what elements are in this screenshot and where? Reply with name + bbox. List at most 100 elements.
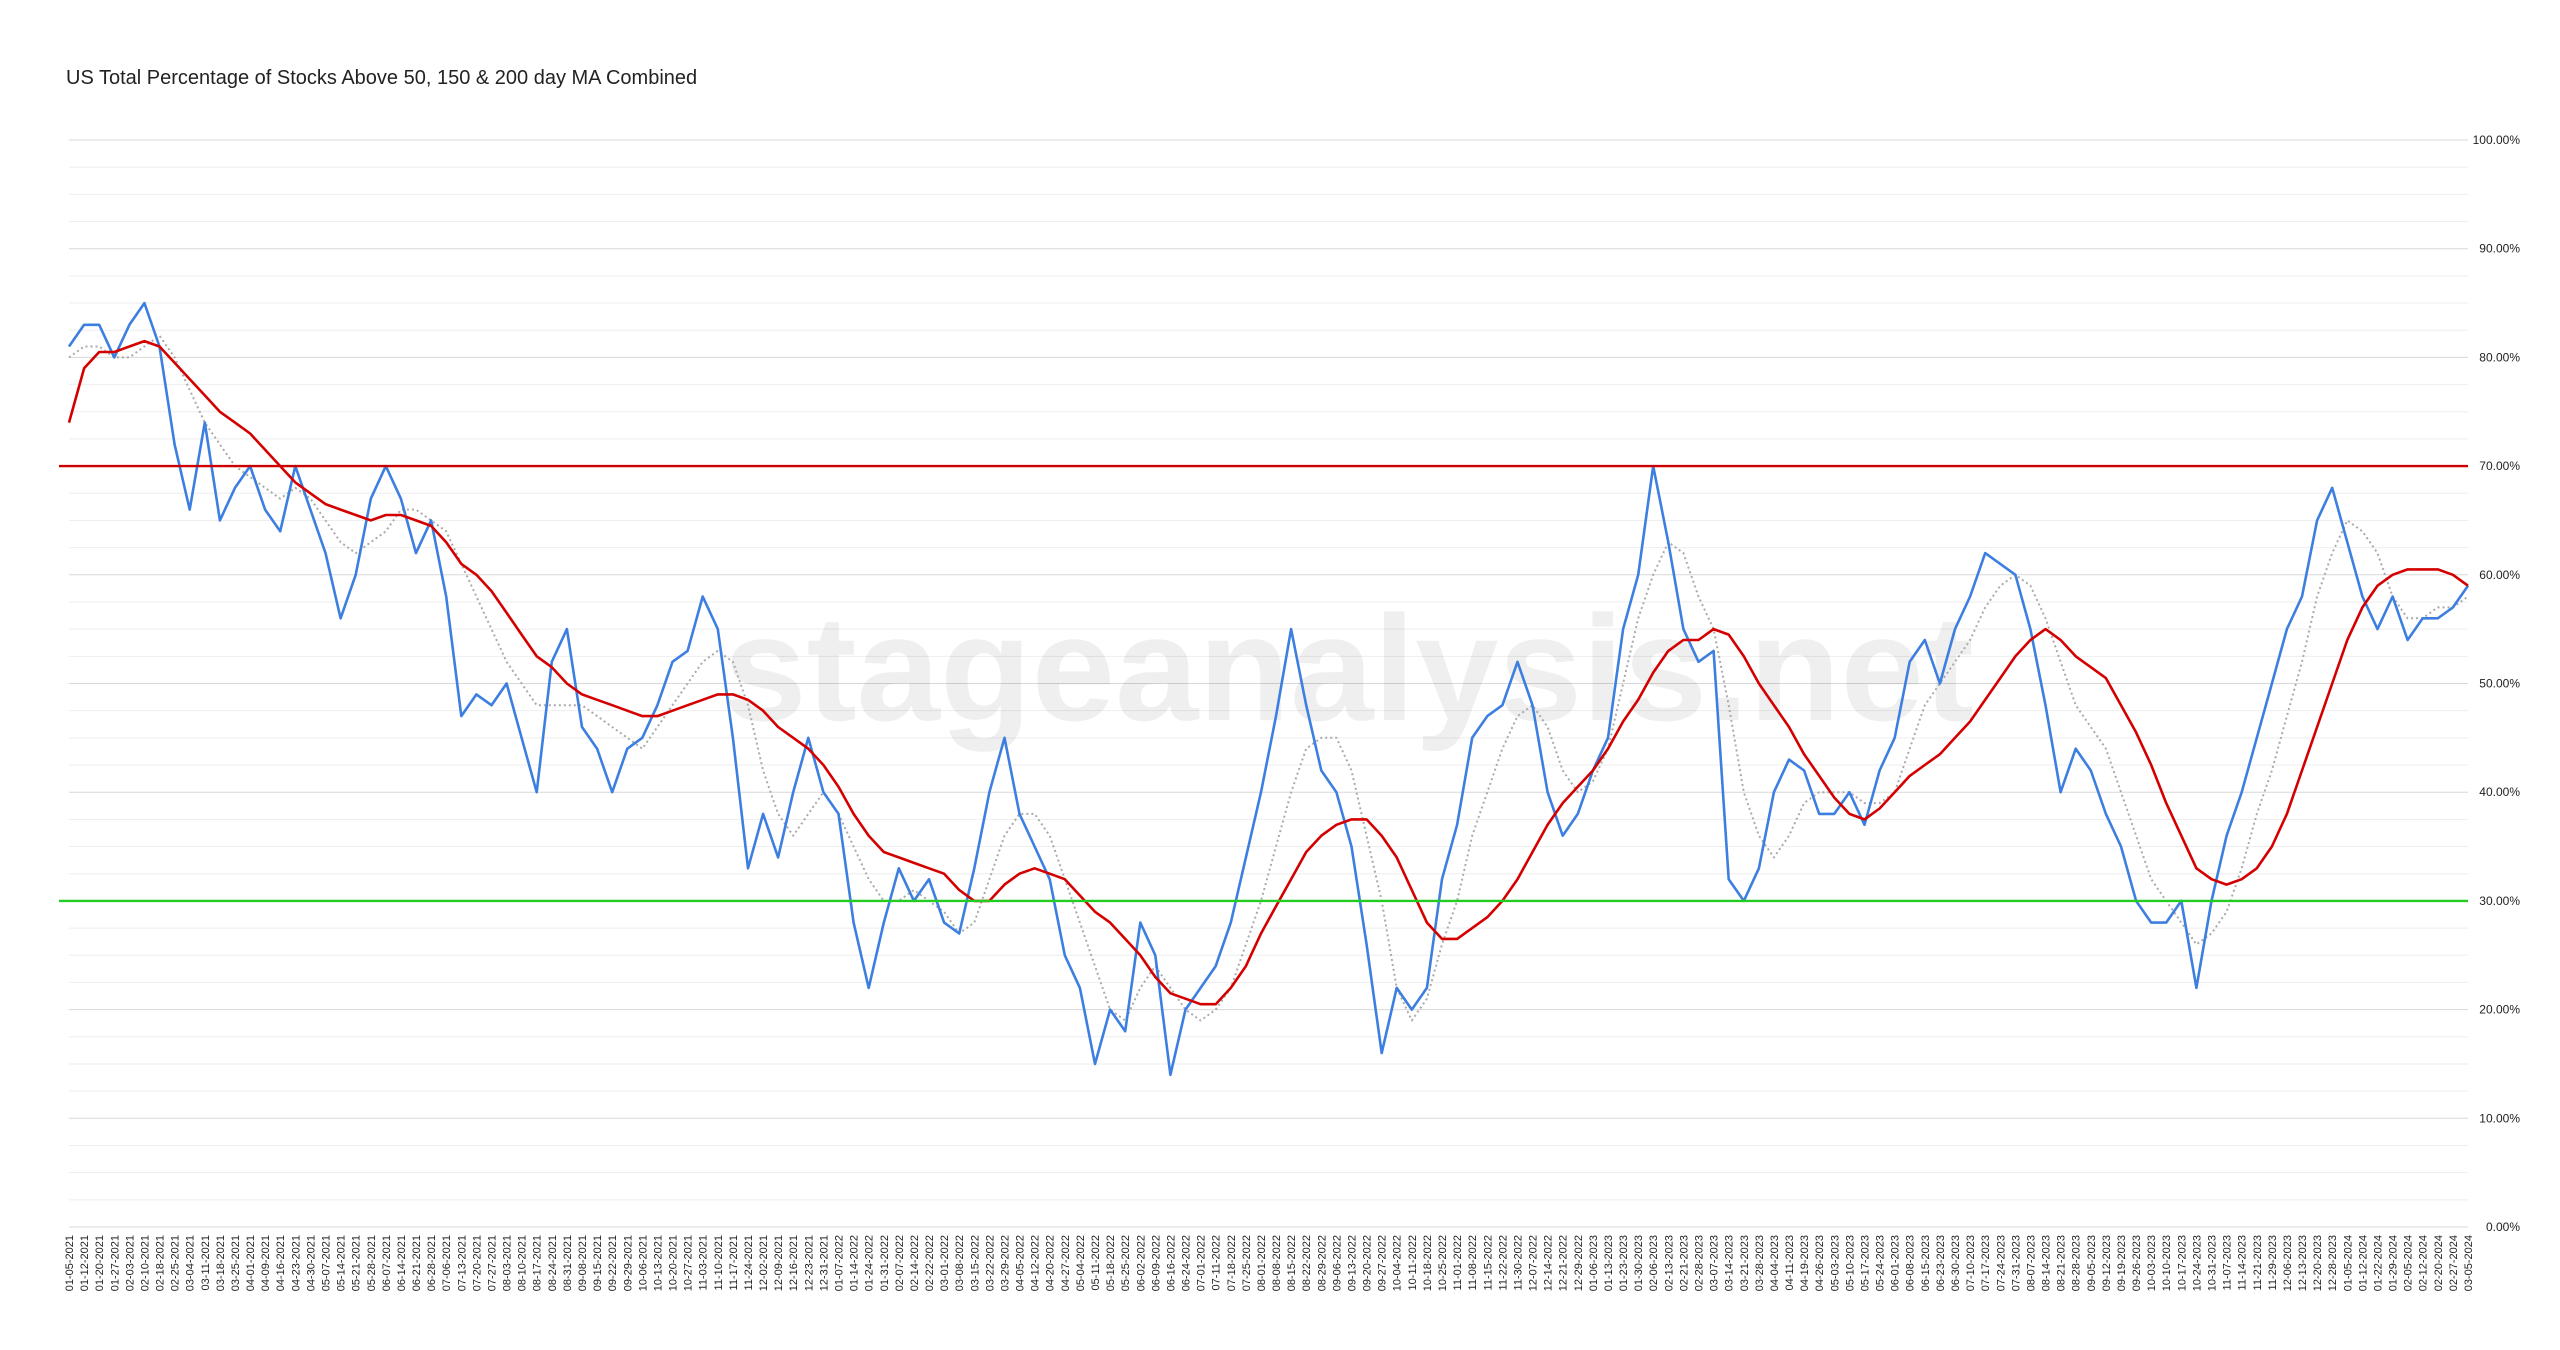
x-tick-label: 09-06-2022 xyxy=(1331,1235,1343,1291)
series-line xyxy=(67,339,2469,1006)
x-tick-label: 06-02-2022 xyxy=(1135,1235,1147,1291)
x-tick-label: 04-26-2023 xyxy=(1814,1235,1826,1291)
x-tick-label: 02-06-2023 xyxy=(1648,1235,1660,1291)
x-tick-label: 02-12-2024 xyxy=(2418,1235,2430,1291)
x-tick-label: 01-07-2022 xyxy=(833,1235,845,1291)
x-tick-label: 02-21-2023 xyxy=(1678,1235,1690,1291)
x-tick-label: 06-08-2023 xyxy=(1905,1235,1917,1291)
x-tick-label: 06-07-2021 xyxy=(381,1235,393,1291)
x-tick-label: 06-28-2021 xyxy=(426,1235,438,1291)
x-tick-label: 12-20-2023 xyxy=(2312,1235,2324,1291)
y-tick-label: 50.00% xyxy=(2479,677,2520,691)
x-tick-label: 01-05-2021 xyxy=(64,1235,76,1291)
x-tick-label: 12-28-2023 xyxy=(2327,1235,2339,1291)
x-tick-label: 12-09-2021 xyxy=(773,1235,785,1291)
x-tick-label: 11-30-2022 xyxy=(1512,1235,1524,1290)
y-tick-label: 60.00% xyxy=(2479,568,2520,582)
x-tick-label: 12-14-2022 xyxy=(1543,1235,1555,1291)
x-tick-label: 12-29-2022 xyxy=(1573,1235,1585,1291)
series-line xyxy=(67,301,2470,1077)
x-tick-label: 09-26-2023 xyxy=(2131,1235,2143,1291)
x-tick-label: 05-17-2023 xyxy=(1859,1235,1871,1291)
x-tick-label: 07-17-2023 xyxy=(1980,1235,1992,1291)
x-tick-label: 04-19-2023 xyxy=(1799,1235,1811,1291)
x-tick-label: 12-16-2021 xyxy=(788,1235,800,1291)
x-tick-label: 06-14-2021 xyxy=(396,1235,408,1291)
x-tick-label: 11-07-2023 xyxy=(2222,1235,2234,1290)
x-tick-label: 04-23-2021 xyxy=(290,1235,302,1291)
x-tick-label: 06-21-2021 xyxy=(411,1235,423,1291)
x-tick-label: 10-03-2023 xyxy=(2146,1235,2158,1291)
x-tick-label: 11-01-2022 xyxy=(1452,1235,1464,1290)
x-tick-label: 10-18-2022 xyxy=(1422,1235,1434,1291)
x-tick-label: 12-02-2021 xyxy=(758,1235,770,1291)
x-tick-label: 12-07-2022 xyxy=(1528,1235,1540,1291)
x-tick-label: 07-20-2021 xyxy=(471,1235,483,1291)
x-tick-label: 01-12-2021 xyxy=(79,1235,91,1291)
x-tick-label: 11-03-2021 xyxy=(698,1235,710,1290)
x-tick-label: 10-31-2023 xyxy=(2207,1235,2219,1291)
x-tick-label: 04-12-2022 xyxy=(1030,1235,1042,1291)
x-tick-label: 10-24-2023 xyxy=(2191,1235,2203,1291)
x-tick-label: 05-18-2022 xyxy=(1105,1235,1117,1291)
x-tick-label: 10-20-2021 xyxy=(668,1235,680,1291)
x-tick-label: 02-05-2024 xyxy=(2403,1235,2415,1291)
chart-title: US Total Percentage of Stocks Above 50, … xyxy=(66,67,697,89)
x-tick-label: 07-06-2021 xyxy=(441,1235,453,1291)
x-tick-label: 01-20-2021 xyxy=(94,1235,106,1291)
x-tick-label: 01-06-2023 xyxy=(1588,1235,1600,1291)
x-tick-label: 10-10-2023 xyxy=(2161,1235,2173,1291)
x-tick-label: 11-21-2023 xyxy=(2252,1235,2264,1290)
x-tick-label: 07-11-2022 xyxy=(1211,1235,1223,1290)
x-tick-label: 05-10-2023 xyxy=(1844,1235,1856,1291)
x-tick-label: 01-29-2024 xyxy=(2388,1235,2400,1291)
x-tick-label: 10-27-2021 xyxy=(683,1235,695,1291)
x-tick-label: 12-21-2022 xyxy=(1558,1235,1570,1291)
x-tick-label: 03-22-2022 xyxy=(984,1235,996,1291)
watermark: stageanalysis.net xyxy=(723,584,1974,752)
y-tick-label: 0.00% xyxy=(2486,1220,2520,1234)
x-tick-label: 07-27-2021 xyxy=(486,1235,498,1291)
x-tick-label: 07-24-2023 xyxy=(1995,1235,2007,1291)
x-tick-label: 05-11-2022 xyxy=(1090,1235,1102,1290)
x-tick-label: 09-15-2021 xyxy=(592,1235,604,1291)
x-tick-label: 06-16-2022 xyxy=(1165,1235,1177,1291)
x-tick-label: 08-24-2021 xyxy=(547,1235,559,1291)
x-tick-label: 05-24-2023 xyxy=(1875,1235,1887,1291)
x-tick-label: 02-14-2022 xyxy=(909,1235,921,1291)
y-tick-label: 90.00% xyxy=(2479,242,2520,256)
x-tick-label: 01-24-2022 xyxy=(864,1235,876,1291)
x-tick-label: 10-06-2021 xyxy=(637,1235,649,1291)
x-tick-label: 04-11-2023 xyxy=(1784,1235,1796,1290)
x-tick-label: 01-27-2021 xyxy=(109,1235,121,1291)
x-tick-label: 06-30-2023 xyxy=(1950,1235,1962,1291)
x-tick-label: 02-25-2021 xyxy=(170,1235,182,1291)
x-tick-label: 03-08-2022 xyxy=(954,1235,966,1291)
x-tick-label: 03-14-2023 xyxy=(1724,1235,1736,1291)
x-tick-label: 04-01-2021 xyxy=(245,1235,257,1291)
x-tick-label: 06-01-2023 xyxy=(1890,1235,1902,1291)
x-tick-label: 03-15-2022 xyxy=(969,1235,981,1291)
x-tick-label: 04-27-2022 xyxy=(1060,1235,1072,1291)
x-tick-label: 02-07-2022 xyxy=(894,1235,906,1291)
x-tick-label: 01-22-2024 xyxy=(2372,1235,2384,1291)
x-tick-label: 03-01-2022 xyxy=(939,1235,951,1291)
x-tick-label: 12-31-2021 xyxy=(818,1235,830,1291)
x-tick-label: 11-14-2023 xyxy=(2237,1235,2249,1290)
x-tick-label: 06-15-2023 xyxy=(1920,1235,1932,1291)
x-tick-label: 09-20-2022 xyxy=(1362,1235,1374,1291)
x-tick-label: 09-29-2021 xyxy=(622,1235,634,1291)
x-tick-label: 11-29-2023 xyxy=(2267,1235,2279,1290)
x-tick-label: 03-18-2021 xyxy=(215,1235,227,1291)
x-tick-label: 09-13-2022 xyxy=(1346,1235,1358,1291)
x-tick-label: 10-25-2022 xyxy=(1437,1235,1449,1291)
x-tick-label: 12-23-2021 xyxy=(803,1235,815,1291)
y-tick-label: 10.00% xyxy=(2479,1111,2520,1125)
x-tick-label: 09-05-2023 xyxy=(2086,1235,2098,1291)
x-tick-label: 02-22-2022 xyxy=(924,1235,936,1291)
x-tick-label: 02-10-2021 xyxy=(139,1235,151,1291)
x-tick-label: 08-15-2022 xyxy=(1286,1235,1298,1291)
x-tick-label: 02-03-2021 xyxy=(124,1235,136,1291)
x-tick-label: 08-10-2021 xyxy=(517,1235,529,1291)
